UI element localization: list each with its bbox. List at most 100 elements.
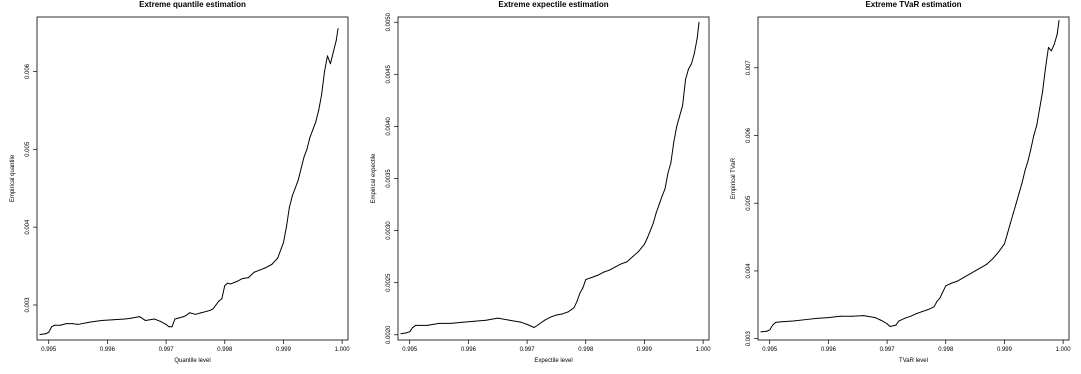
quantile-data-point xyxy=(145,320,147,322)
quantile-y-tick-label: 0.004 xyxy=(25,219,31,235)
tvar-series-line xyxy=(760,20,1060,333)
quantile-data-point xyxy=(312,129,314,131)
expectile-data-point xyxy=(591,276,593,278)
expectile-data-point xyxy=(555,314,557,316)
expectile-y-tick-label: 0.0045 xyxy=(386,64,392,83)
quantile-y-tick-label: 0.003 xyxy=(25,297,31,313)
expectile-x-axis-label: Expectile level xyxy=(534,358,572,364)
expectile-data-point xyxy=(497,317,499,319)
expectile-data-point xyxy=(473,320,475,322)
tvar-data-point xyxy=(910,315,912,317)
quantile-data-point xyxy=(297,179,299,181)
quantile-data-point xyxy=(77,323,79,325)
quantile-series-line xyxy=(39,28,339,336)
tvar-data-point xyxy=(1039,107,1041,109)
quantile-data-point xyxy=(183,316,185,318)
tvar-data-point xyxy=(968,273,970,275)
expectile-data-point xyxy=(658,204,660,206)
expectile-data-point xyxy=(676,125,678,127)
tvar-y-tick-label: 0.007 xyxy=(746,60,752,76)
expectile-data-point xyxy=(655,212,657,214)
expectile-data-point xyxy=(626,261,628,263)
expectile-data-point xyxy=(614,266,616,268)
tvar-data-point xyxy=(880,319,882,321)
expectile-data-point xyxy=(526,323,528,325)
expectile-data-point xyxy=(696,37,698,39)
expectile-data-point xyxy=(573,307,575,309)
expectile-panel: Extreme expectile estimation 0.995 0.996 0.… xyxy=(361,0,721,374)
quantile-data-point xyxy=(130,317,132,319)
tvar-data-point xyxy=(839,315,841,317)
tvar-data-point xyxy=(851,315,853,317)
expectile-chart: Extreme expectile estimation 0.995 0.996 0.… xyxy=(371,0,711,364)
quantile-data-point xyxy=(221,298,223,300)
quantile-data-point xyxy=(259,269,261,271)
expectile-x-tick-label: 0.998 xyxy=(578,347,594,353)
tvar-data-point xyxy=(760,331,762,333)
tvar-data-point xyxy=(1027,160,1029,162)
expectile-data-point xyxy=(520,321,522,323)
tvar-x-tick-label: 0.998 xyxy=(938,347,954,353)
quantile-data-point xyxy=(218,300,220,302)
tvar-data-point xyxy=(904,317,906,319)
quantile-data-point xyxy=(277,257,279,259)
quantile-data-point xyxy=(337,28,339,30)
tvar-data-point xyxy=(1056,33,1058,35)
tvar-data-point xyxy=(775,321,777,323)
tvar-data-point xyxy=(1012,212,1014,214)
tvar-data-point xyxy=(927,309,929,311)
tvar-data-point xyxy=(1015,202,1017,204)
quantile-data-point xyxy=(253,271,255,273)
tvar-data-point xyxy=(1045,67,1047,69)
expectile-data-point xyxy=(462,321,464,323)
expectile-y-tick-label: 0.0050 xyxy=(386,12,392,31)
quantile-data-point xyxy=(271,264,273,266)
quantile-data-point xyxy=(321,94,323,96)
expectile-data-point xyxy=(406,332,408,334)
expectile-y-axis-label: Empirical expectile xyxy=(371,153,377,204)
expectile-data-point xyxy=(608,269,610,271)
expectile-data-point xyxy=(585,279,587,281)
quantile-data-point xyxy=(51,326,53,328)
expectile-data-point xyxy=(602,271,604,273)
tvar-data-point xyxy=(1042,90,1044,92)
tvar-data-point xyxy=(1030,148,1032,150)
expectile-data-point xyxy=(687,68,689,70)
expectile-series-line xyxy=(400,22,700,335)
expectile-x-tick-label: 0.996 xyxy=(461,347,477,353)
quantile-data-point xyxy=(329,63,331,65)
tvar-data-point xyxy=(874,317,876,319)
expectile-data-point xyxy=(685,79,687,81)
tvar-data-point xyxy=(921,311,923,313)
tvar-plot-frame xyxy=(757,16,1070,341)
tvar-data-point xyxy=(827,317,829,319)
tvar-x-tick-label: 0.999 xyxy=(997,347,1013,353)
quantile-data-point xyxy=(215,304,217,306)
expectile-y-tick-label: 0.0035 xyxy=(386,169,392,188)
expectile-data-point xyxy=(538,323,540,325)
expectile-y-tick-label: 0.0025 xyxy=(386,273,392,292)
quantile-data-point xyxy=(324,70,326,72)
expectile-data-point xyxy=(533,326,535,328)
quantile-data-point xyxy=(71,323,73,325)
expectile-data-point xyxy=(646,237,648,239)
tvar-data-point xyxy=(772,324,774,326)
expectile-x-tick-label: 0.995 xyxy=(402,347,418,353)
quantile-data-point xyxy=(174,318,176,320)
quantile-data-point xyxy=(241,278,243,280)
expectile-data-point xyxy=(412,326,414,328)
quantile-plot-frame xyxy=(36,16,349,341)
quantile-data-point xyxy=(288,207,290,209)
quantile-data-point xyxy=(326,55,328,57)
expectile-data-point xyxy=(670,162,672,164)
expectile-data-point xyxy=(664,188,666,190)
tvar-data-point xyxy=(1003,243,1005,245)
expectile-data-point xyxy=(485,319,487,321)
expectile-data-point xyxy=(508,319,510,321)
tvar-data-point xyxy=(945,285,947,287)
expectile-data-point xyxy=(638,250,640,252)
quantile-data-point xyxy=(332,51,334,53)
quantile-data-point xyxy=(291,195,293,197)
tvar-data-point xyxy=(1018,192,1020,194)
quantile-data-point xyxy=(206,310,208,312)
